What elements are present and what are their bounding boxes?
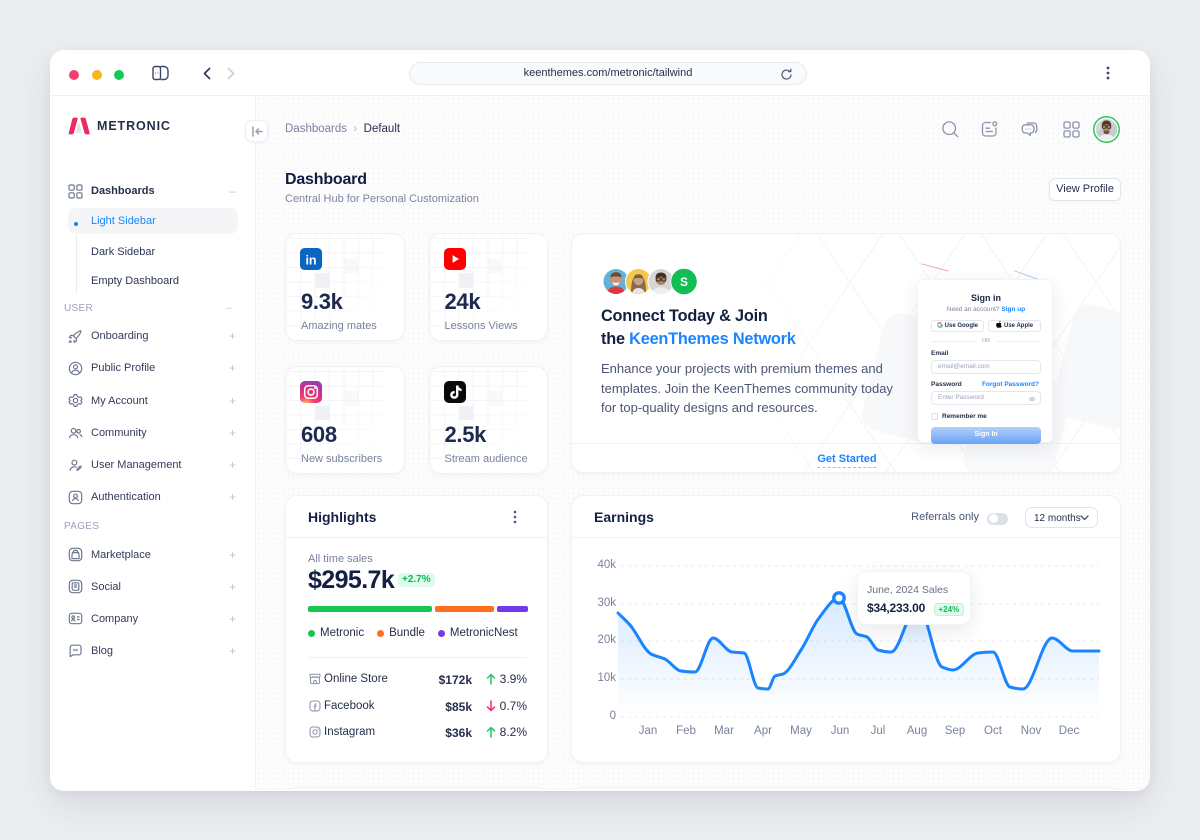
svg-text:in: in [305, 253, 316, 267]
svg-text:S: S [680, 275, 688, 289]
